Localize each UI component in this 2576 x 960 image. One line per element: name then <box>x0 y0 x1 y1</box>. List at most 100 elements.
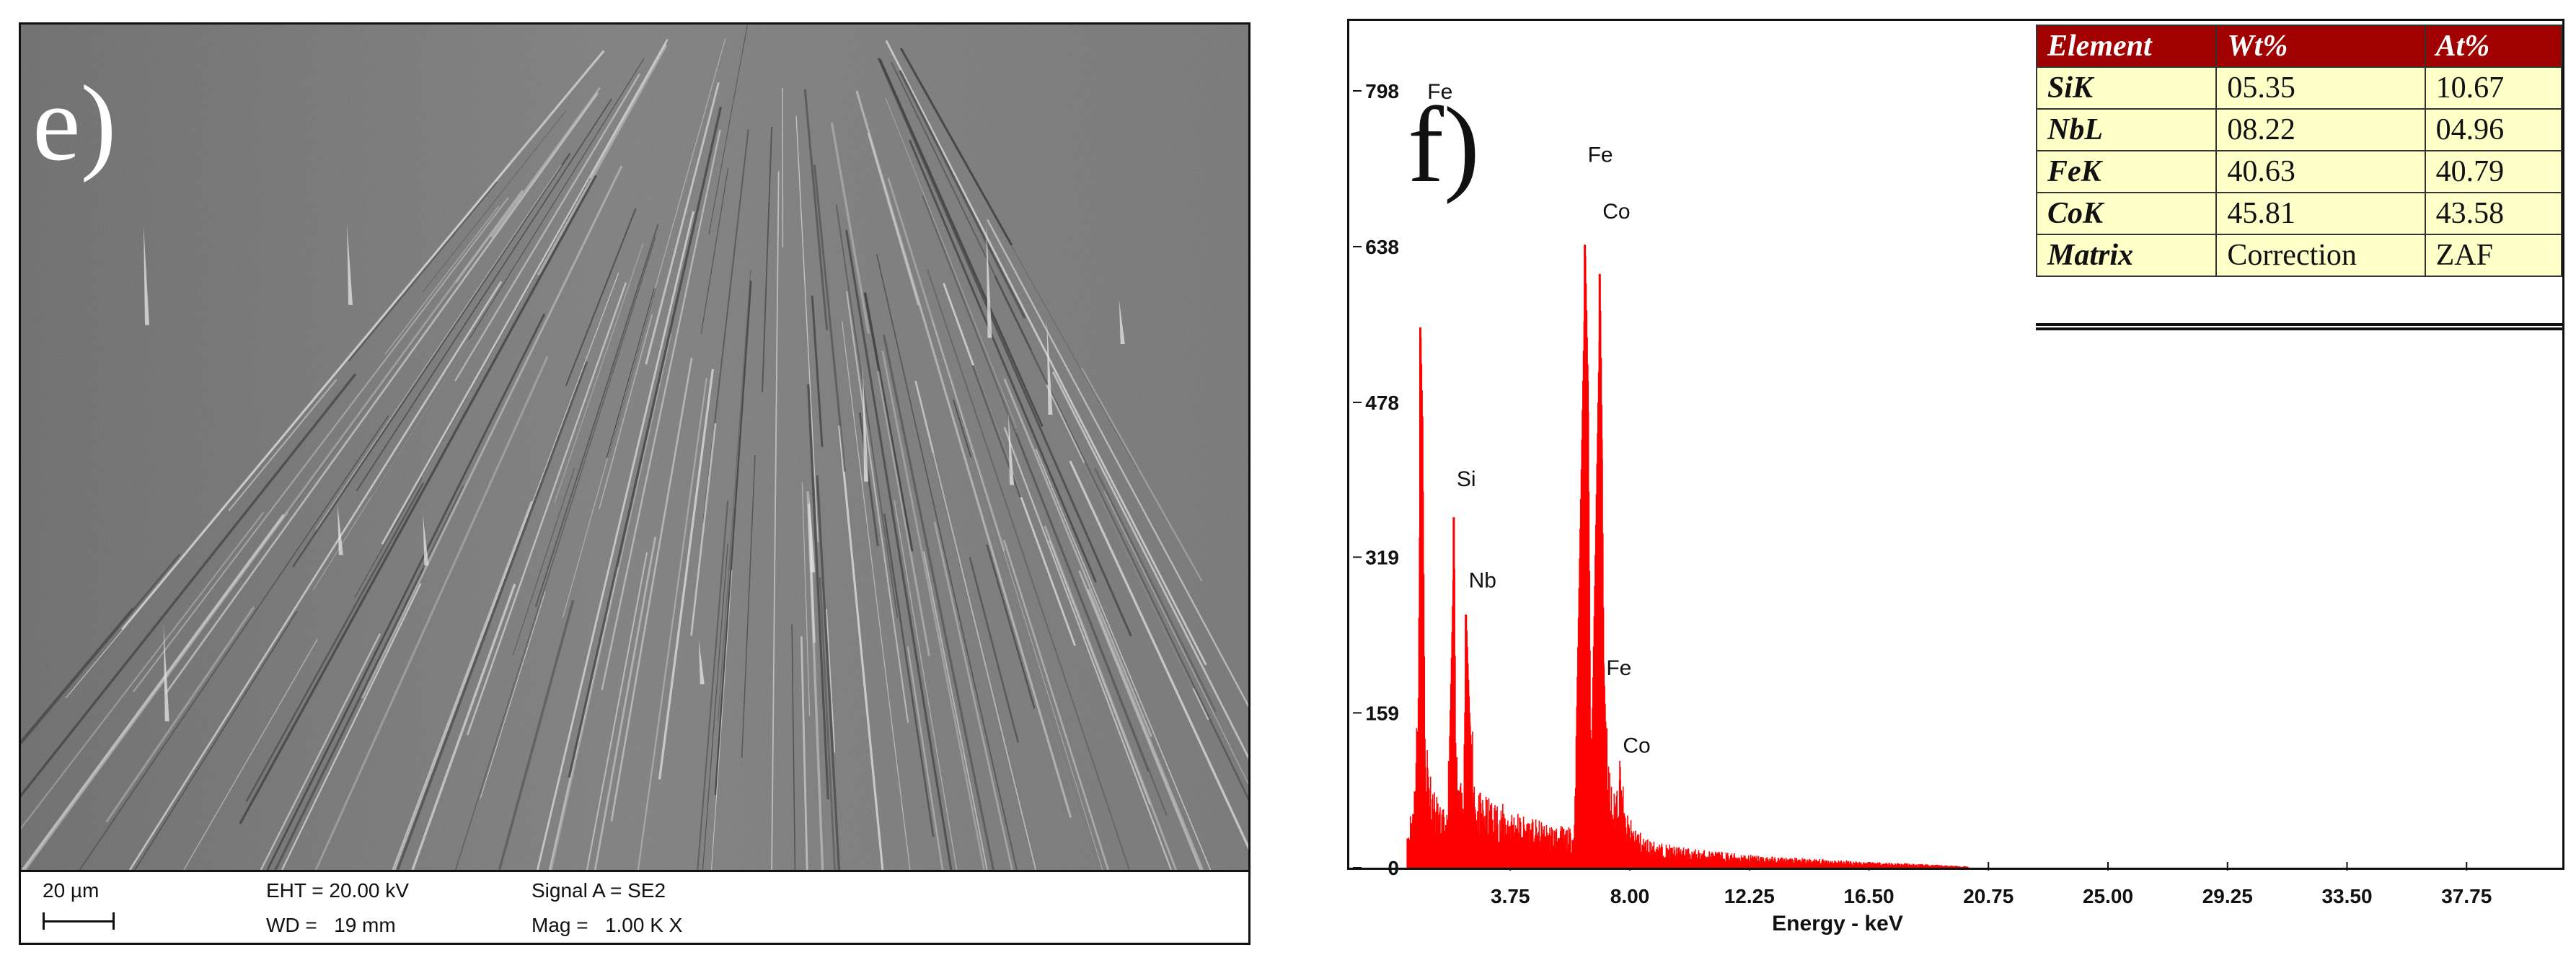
sem-striation <box>610 357 693 822</box>
sem-striation <box>245 482 425 802</box>
spectrum-bar <box>1635 830 1636 868</box>
sem-striation <box>128 281 503 870</box>
sem-micrograph-panel: e) 20 µm EHT = 20.00 kV WD = 19 mm Signa… <box>19 22 1250 945</box>
sem-striation <box>1069 460 1248 850</box>
sem-striation <box>1083 462 1194 689</box>
sem-info-bar: 20 µm EHT = 20.00 kV WD = 19 mm Signal A… <box>21 870 1248 943</box>
sem-striation <box>348 181 498 362</box>
sem-striation <box>771 171 780 870</box>
sem-striation <box>702 543 728 870</box>
sem-striation <box>537 211 694 870</box>
table-bottom-rule <box>2036 323 2564 330</box>
sem-striation <box>512 467 575 656</box>
eds-plot-frame <box>1347 19 2564 870</box>
spectrum-bar <box>1645 840 1647 868</box>
sem-striation <box>586 552 648 870</box>
x-tick-label: 8.00 <box>1610 885 1650 907</box>
table-cell-at: 40.79 <box>2424 150 2563 193</box>
sem-striation <box>370 58 645 498</box>
sem-striation <box>845 291 909 723</box>
spectrum-bar <box>1478 795 1480 868</box>
sem-striation <box>899 48 1013 246</box>
x-tick-label: 25.00 <box>2083 885 2133 907</box>
sem-striation <box>79 415 389 870</box>
sem-striation <box>845 229 953 870</box>
sem-striation <box>601 129 721 690</box>
spectrum-bar <box>1687 848 1688 868</box>
eds-spectrum-chart: 0 159 319 478 638 798 3.75 8.00 12.25 16.50 20.75 2… <box>1353 80 2492 935</box>
sem-striation <box>700 168 729 334</box>
table-cell-element: SiK <box>2035 66 2218 110</box>
sem-striation <box>835 204 899 618</box>
y-tick-label: 798 <box>1365 80 1399 102</box>
sem-striation <box>228 379 338 511</box>
sem-striation <box>899 70 1026 319</box>
spectrum-bar <box>1740 855 1742 868</box>
sem-striation <box>690 423 717 636</box>
sem-striation <box>314 356 549 870</box>
spectrum-bar <box>1622 786 1624 868</box>
sem-striation <box>392 501 533 870</box>
spectrum-bar <box>1566 829 1568 868</box>
eht-value: EHT = 20.00 kV <box>266 879 409 902</box>
sem-striation <box>411 584 516 870</box>
spectrum-bar <box>1819 858 1820 868</box>
sem-striation <box>994 276 1248 801</box>
sem-striation <box>830 122 870 334</box>
sem-striation <box>877 57 1132 637</box>
spectrum-bar <box>1549 827 1551 868</box>
sem-ridge-highlight <box>1119 299 1125 344</box>
sem-striation <box>791 624 796 870</box>
sem-striation <box>894 500 958 870</box>
sem-striation <box>795 115 819 543</box>
sem-striation <box>908 139 1097 583</box>
sem-striation <box>987 219 1248 708</box>
sem-striation <box>807 384 829 800</box>
y-tick-label: 638 <box>1365 236 1399 258</box>
sem-striation <box>838 426 884 870</box>
sem-striation <box>858 412 879 547</box>
table-cell-wt: Correction <box>2215 234 2426 277</box>
sem-striation <box>165 92 599 694</box>
sem-striation <box>1051 371 1248 760</box>
y-tick-label: 0 <box>1388 857 1399 879</box>
signal-value: Signal A = SE2 <box>531 879 666 902</box>
peak-label: Fe <box>1588 144 1613 167</box>
sem-striation <box>454 73 640 382</box>
sem-striation <box>480 591 546 798</box>
sem-striation <box>606 288 656 459</box>
sem-striation <box>239 175 597 824</box>
sem-striation <box>855 90 1072 818</box>
table-cell-wt: 40.63 <box>2215 150 2426 193</box>
x-axis-label: Energy - keV <box>1772 912 1903 935</box>
panel-label-e: e) <box>32 63 117 183</box>
wd-value: WD = 19 mm <box>266 914 396 936</box>
spectrum-bar <box>1472 731 1473 868</box>
sem-striation <box>819 577 836 870</box>
sem-striation <box>490 87 601 238</box>
sem-striation <box>292 152 571 568</box>
sem-striation <box>811 295 824 447</box>
sem-striation <box>275 568 425 870</box>
table-cell-wt: 45.81 <box>2215 192 2426 235</box>
sem-ridge-highlight <box>809 493 816 573</box>
sem-striation <box>105 606 255 823</box>
table-header-cell: Wt% <box>2215 25 2426 68</box>
sem-striation <box>1078 570 1202 870</box>
sem-striation <box>550 333 672 870</box>
sem-striations <box>21 25 1248 870</box>
sem-striation <box>21 607 134 744</box>
sem-striation <box>807 503 816 643</box>
x-tick-label: 20.75 <box>1963 885 2013 907</box>
sem-striation <box>879 58 1044 427</box>
sem-striation <box>1044 525 1178 870</box>
sem-ridge-highlight <box>163 624 169 722</box>
sem-striation <box>708 25 748 234</box>
sem-striation <box>394 272 619 870</box>
table-cell-element: CoK <box>2035 192 2218 235</box>
peak-label: Nb <box>1469 568 1496 592</box>
spectrum-bar <box>1652 845 1654 868</box>
table-cell-at: ZAF <box>2424 234 2563 277</box>
sem-striation <box>133 197 509 692</box>
sem-striation <box>697 501 729 870</box>
